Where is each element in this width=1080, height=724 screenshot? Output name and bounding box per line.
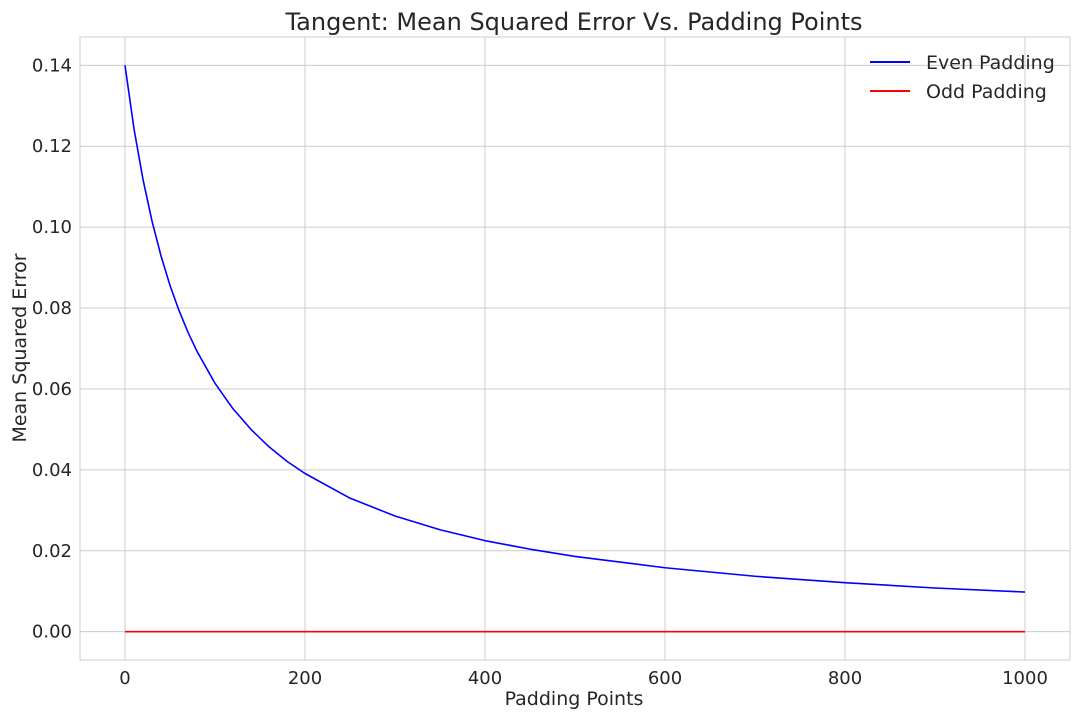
x-tick-label: 0 — [119, 668, 130, 689]
x-axis-label: Padding Points — [505, 688, 644, 710]
legend-label-odd: Odd Padding — [926, 81, 1047, 103]
tick-layer: 0 200 400 600 800 1000 0.00 0.02 0.04 0.06 0.08 0.1… — [32, 55, 1048, 689]
x-tick-label: 1000 — [1002, 668, 1048, 689]
series-line-even-padding — [124, 65, 1026, 593]
y-tick-label: 0.08 — [32, 298, 72, 319]
x-tick-label: 200 — [288, 668, 322, 689]
y-tick-label: 0.14 — [32, 55, 72, 76]
y-tick-label: 0.06 — [32, 379, 72, 400]
grid-layer — [80, 37, 1070, 660]
legend: Even Padding Odd Padding — [870, 52, 1055, 103]
plot-frame — [79, 36, 1071, 661]
y-axis-label: Mean Squared Error — [9, 253, 31, 442]
y-tick-label: 0.12 — [32, 136, 72, 157]
y-tick-label: 0.04 — [32, 460, 72, 481]
y-tick-label: 0.00 — [32, 622, 72, 643]
x-tick-label: 400 — [468, 668, 502, 689]
legend-label-even: Even Padding — [926, 52, 1055, 74]
x-tick-label: 800 — [828, 668, 862, 689]
y-tick-label: 0.10 — [32, 217, 72, 238]
x-tick-label: 600 — [648, 668, 682, 689]
y-tick-label: 0.02 — [32, 541, 72, 562]
chart-title: Tangent: Mean Squared Error Vs. Padding … — [284, 8, 862, 36]
series-layer — [124, 65, 1026, 633]
